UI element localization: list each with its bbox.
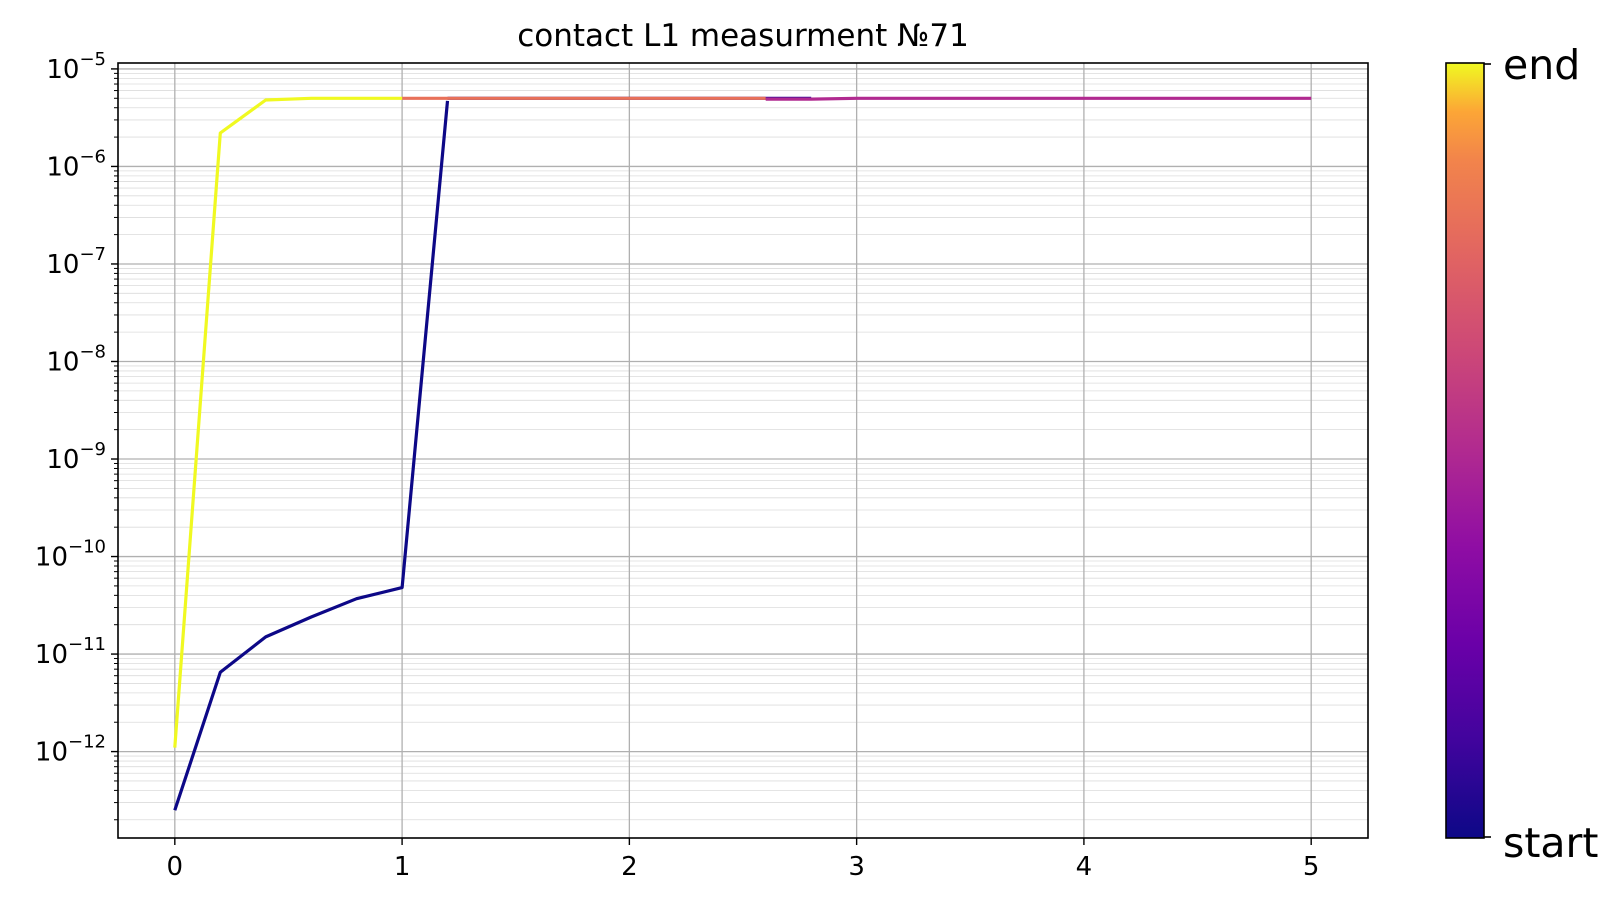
plot-frame — [117, 62, 1369, 839]
y-tick-label: 10−7 — [46, 244, 106, 280]
x-tick-label: 3 — [848, 852, 865, 882]
y-tick-label: 10−6 — [46, 146, 106, 182]
y-tick-label: 10−9 — [46, 439, 106, 475]
colorbar — [1445, 62, 1485, 839]
y-tick-label: 10−12 — [35, 732, 106, 768]
plot-lines — [173, 96, 1312, 811]
y-tick-label: 10−10 — [35, 537, 106, 573]
x-tick-label: 1 — [394, 852, 411, 882]
series-line-5 — [173, 96, 403, 748]
y-tick-label: 10−5 — [46, 49, 106, 85]
colorbar-label-end: end — [1503, 41, 1580, 89]
x-tick-label: 5 — [1303, 852, 1320, 882]
y-axis: 10−5 10−6 10−7 10−8 10−9 10−10 10−11 10−12 — [35, 49, 118, 821]
y-tick-label: 10−11 — [35, 634, 106, 670]
y-tick-label: 10−8 — [46, 341, 106, 377]
series-line-0 — [173, 100, 450, 811]
x-tick-label: 0 — [167, 852, 184, 882]
series-line-3 — [765, 96, 1312, 101]
grid — [118, 63, 1368, 838]
x-axis: 0 1 2 3 4 5 — [167, 838, 1320, 882]
x-tick-label: 2 — [621, 852, 638, 882]
chart-title: contact L1 measurment №71 — [517, 18, 969, 54]
colorbar-label-start: start — [1503, 819, 1599, 867]
x-tick-label: 4 — [1076, 852, 1093, 882]
